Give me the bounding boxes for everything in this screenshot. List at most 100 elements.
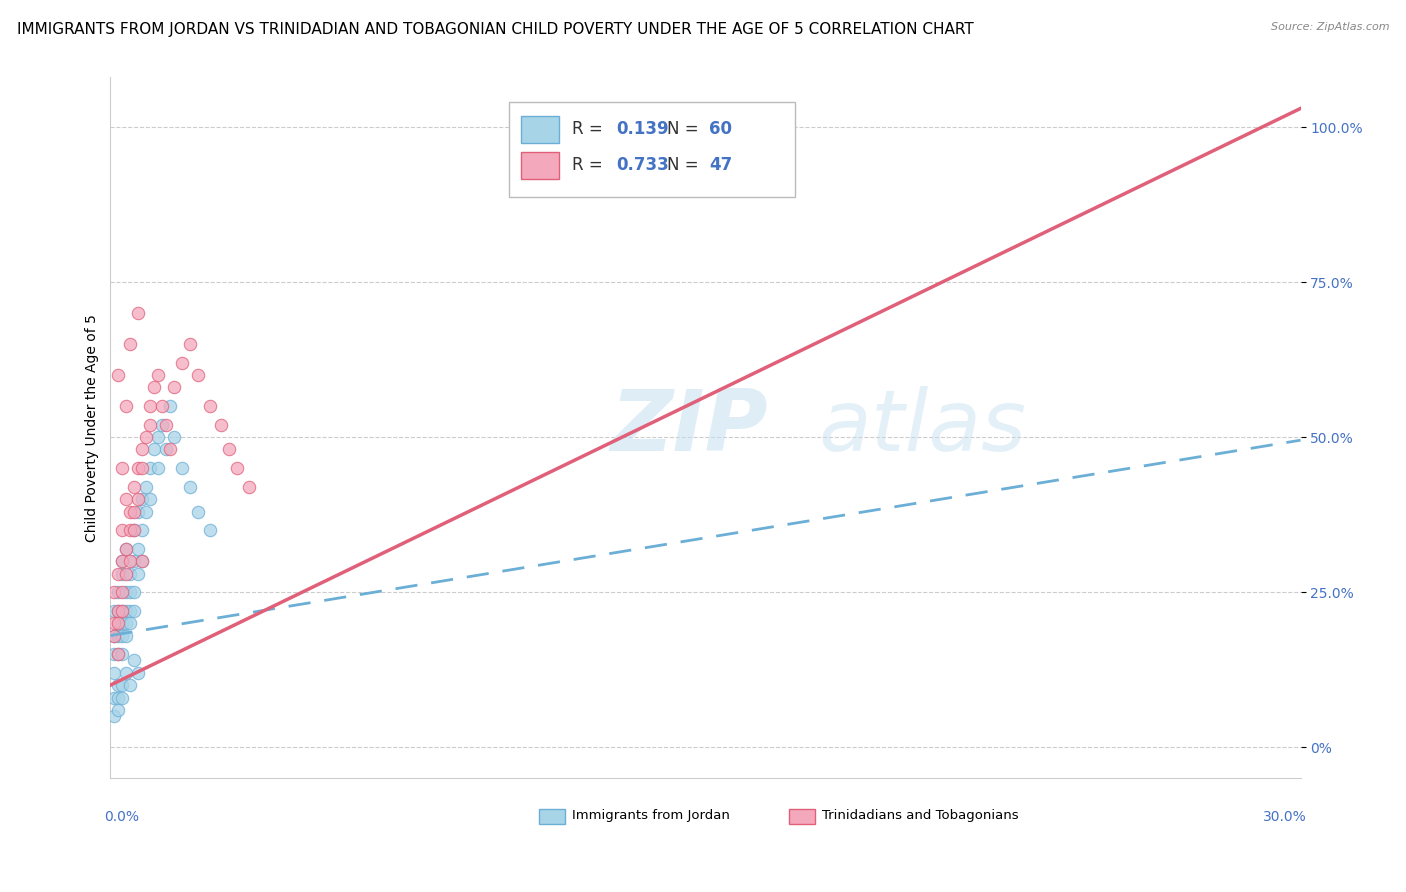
Point	[111, 690, 134, 705]
Point	[150, 399, 173, 413]
Point	[107, 647, 129, 661]
Point	[103, 709, 125, 723]
Point	[122, 604, 145, 618]
Text: Immigrants from Jordan: Immigrants from Jordan	[572, 809, 730, 822]
Point	[127, 306, 149, 320]
Point	[103, 647, 125, 661]
Point	[159, 399, 181, 413]
Text: ZIP: ZIP	[610, 386, 768, 469]
Point	[120, 554, 142, 568]
Point	[143, 380, 166, 394]
Point	[115, 399, 138, 413]
Point	[170, 461, 193, 475]
Point	[122, 480, 145, 494]
Point	[115, 566, 138, 581]
Point	[238, 480, 260, 494]
Point	[111, 628, 134, 642]
Point	[127, 504, 149, 518]
Point	[226, 461, 249, 475]
Y-axis label: Child Poverty Under the Age of 5: Child Poverty Under the Age of 5	[86, 314, 100, 541]
Point	[115, 541, 138, 556]
Point	[107, 604, 129, 618]
Point	[120, 337, 142, 351]
FancyBboxPatch shape	[509, 102, 794, 196]
Point	[127, 492, 149, 507]
Point	[103, 665, 125, 680]
Point	[159, 442, 181, 457]
Point	[155, 442, 177, 457]
Point	[122, 504, 145, 518]
Point	[120, 678, 142, 692]
Point	[120, 504, 142, 518]
Text: R =: R =	[572, 156, 609, 174]
Point	[107, 585, 129, 599]
Point	[120, 523, 142, 537]
Point	[211, 417, 233, 432]
Point	[122, 585, 145, 599]
Point	[135, 480, 157, 494]
Point	[111, 604, 134, 618]
Point	[131, 523, 153, 537]
Text: 60: 60	[709, 120, 733, 137]
FancyBboxPatch shape	[522, 153, 560, 179]
Point	[115, 628, 138, 642]
Point	[146, 430, 169, 444]
Point	[122, 554, 145, 568]
Point	[103, 616, 125, 631]
Point	[139, 492, 162, 507]
Point	[103, 628, 125, 642]
Point	[170, 356, 193, 370]
Text: R =: R =	[572, 120, 609, 137]
Point	[115, 492, 138, 507]
Text: Trinidadians and Tobagonians: Trinidadians and Tobagonians	[823, 809, 1019, 822]
Point	[135, 504, 157, 518]
Point	[120, 604, 142, 618]
Point	[187, 504, 209, 518]
FancyBboxPatch shape	[538, 809, 565, 824]
Point	[111, 566, 134, 581]
Point	[120, 585, 142, 599]
Point	[111, 604, 134, 618]
Point	[107, 628, 129, 642]
Point	[111, 554, 134, 568]
Text: atlas: atlas	[818, 386, 1026, 469]
Point	[103, 628, 125, 642]
Point	[218, 442, 240, 457]
Text: 0.139: 0.139	[616, 120, 669, 137]
Text: 47: 47	[709, 156, 733, 174]
Point	[111, 554, 134, 568]
Point	[115, 665, 138, 680]
Point	[131, 461, 153, 475]
Point	[103, 585, 125, 599]
Point	[131, 554, 153, 568]
Point	[107, 616, 129, 631]
Point	[107, 566, 129, 581]
Text: 30.0%: 30.0%	[1263, 810, 1306, 823]
Point	[139, 461, 162, 475]
FancyBboxPatch shape	[789, 809, 815, 824]
Point	[146, 368, 169, 383]
Text: N =: N =	[668, 120, 704, 137]
Point	[107, 703, 129, 717]
Point	[198, 523, 221, 537]
Point	[122, 653, 145, 667]
Point	[122, 523, 145, 537]
Point	[115, 616, 138, 631]
Point	[103, 604, 125, 618]
Point	[120, 566, 142, 581]
Text: 0.733: 0.733	[616, 156, 669, 174]
Point	[131, 442, 153, 457]
Point	[143, 442, 166, 457]
Point	[139, 417, 162, 432]
Point	[103, 690, 125, 705]
Point	[127, 541, 149, 556]
Point	[107, 368, 129, 383]
Point	[127, 665, 149, 680]
Point	[155, 417, 177, 432]
Point	[179, 337, 201, 351]
Point	[122, 523, 145, 537]
Point	[163, 380, 186, 394]
Text: Source: ZipAtlas.com: Source: ZipAtlas.com	[1271, 22, 1389, 32]
Point	[115, 585, 138, 599]
Point	[107, 616, 129, 631]
